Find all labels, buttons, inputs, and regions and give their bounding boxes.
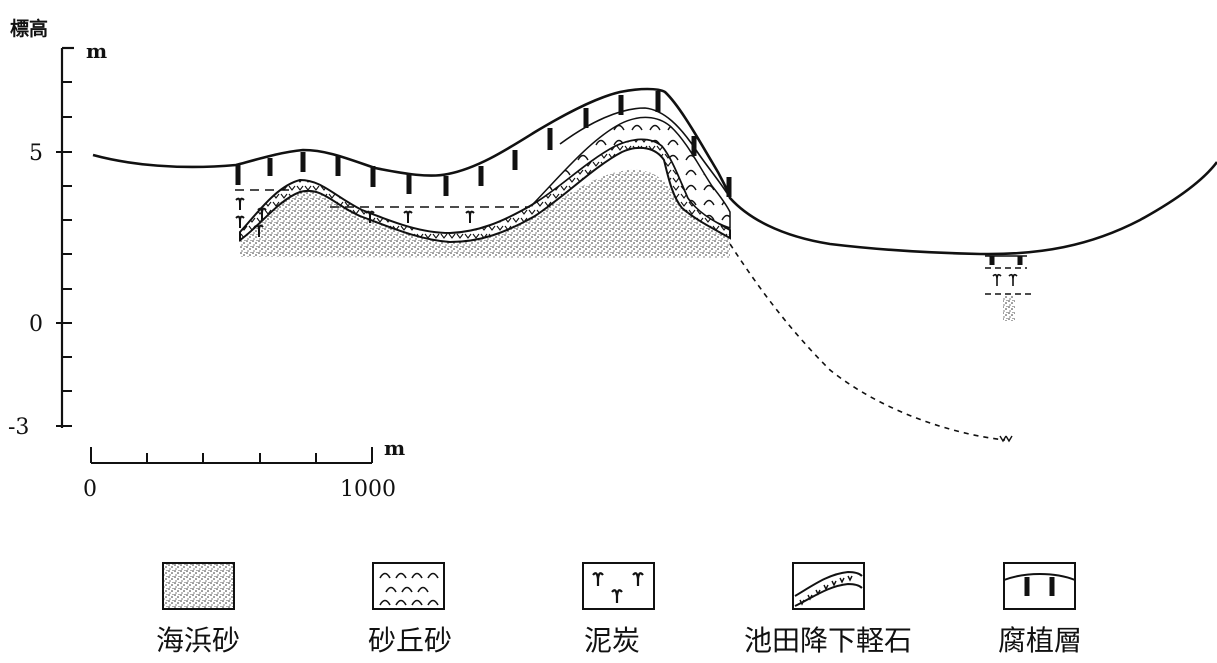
y-axis-unit: m: [86, 39, 107, 63]
pumice-layer: [239, 138, 731, 244]
y-tick-label: 0: [29, 312, 43, 337]
beach-sand-layer: [240, 169, 730, 258]
buried-surface-line: [729, 243, 1006, 441]
y-axis-title: 標高: [10, 17, 48, 40]
arc-dune-pattern-icon: [372, 562, 445, 610]
scale-bar: m 0 1000: [83, 436, 405, 502]
legend: 海浜砂 砂丘砂 泥炭 池田降下軽石: [156, 562, 1082, 657]
scale-bar-unit: m: [384, 436, 405, 460]
peat-symbols: [235, 197, 475, 237]
right-column-section: [985, 255, 1032, 321]
ground-surface: [92, 87, 1217, 256]
legend-label: 腐植層: [998, 624, 1082, 657]
section-body: [92, 87, 1217, 443]
dotted-sand-pattern-icon: [162, 562, 235, 610]
y-tick-label: 5: [29, 141, 43, 166]
scale-bar-end: 1000: [340, 477, 396, 502]
peat-symbol-pattern-icon: [582, 562, 655, 610]
dune-sand-layer: [532, 116, 731, 230]
scale-bar-start: 0: [83, 477, 97, 502]
pumice-marker-deep: [999, 435, 1013, 443]
y-tick-label: -3: [8, 415, 29, 440]
legend-label: 砂丘砂: [368, 624, 452, 657]
legend-item-pumice: 池田降下軽石: [744, 562, 912, 657]
humus-bar-pattern-icon: [1003, 562, 1076, 610]
humus-bars: [235, 91, 732, 197]
legend-item-beach-sand: 海浜砂: [156, 562, 240, 657]
legend-label: 泥炭: [584, 624, 640, 657]
y-axis: 標高 m 5 0 -3: [8, 17, 107, 440]
legend-label: 池田降下軽石: [744, 624, 912, 657]
legend-item-humus: 腐植層: [998, 562, 1082, 657]
legend-item-dune-sand: 砂丘砂: [368, 562, 452, 657]
legend-label: 海浜砂: [156, 624, 240, 657]
legend-item-peat: 泥炭: [582, 562, 655, 657]
